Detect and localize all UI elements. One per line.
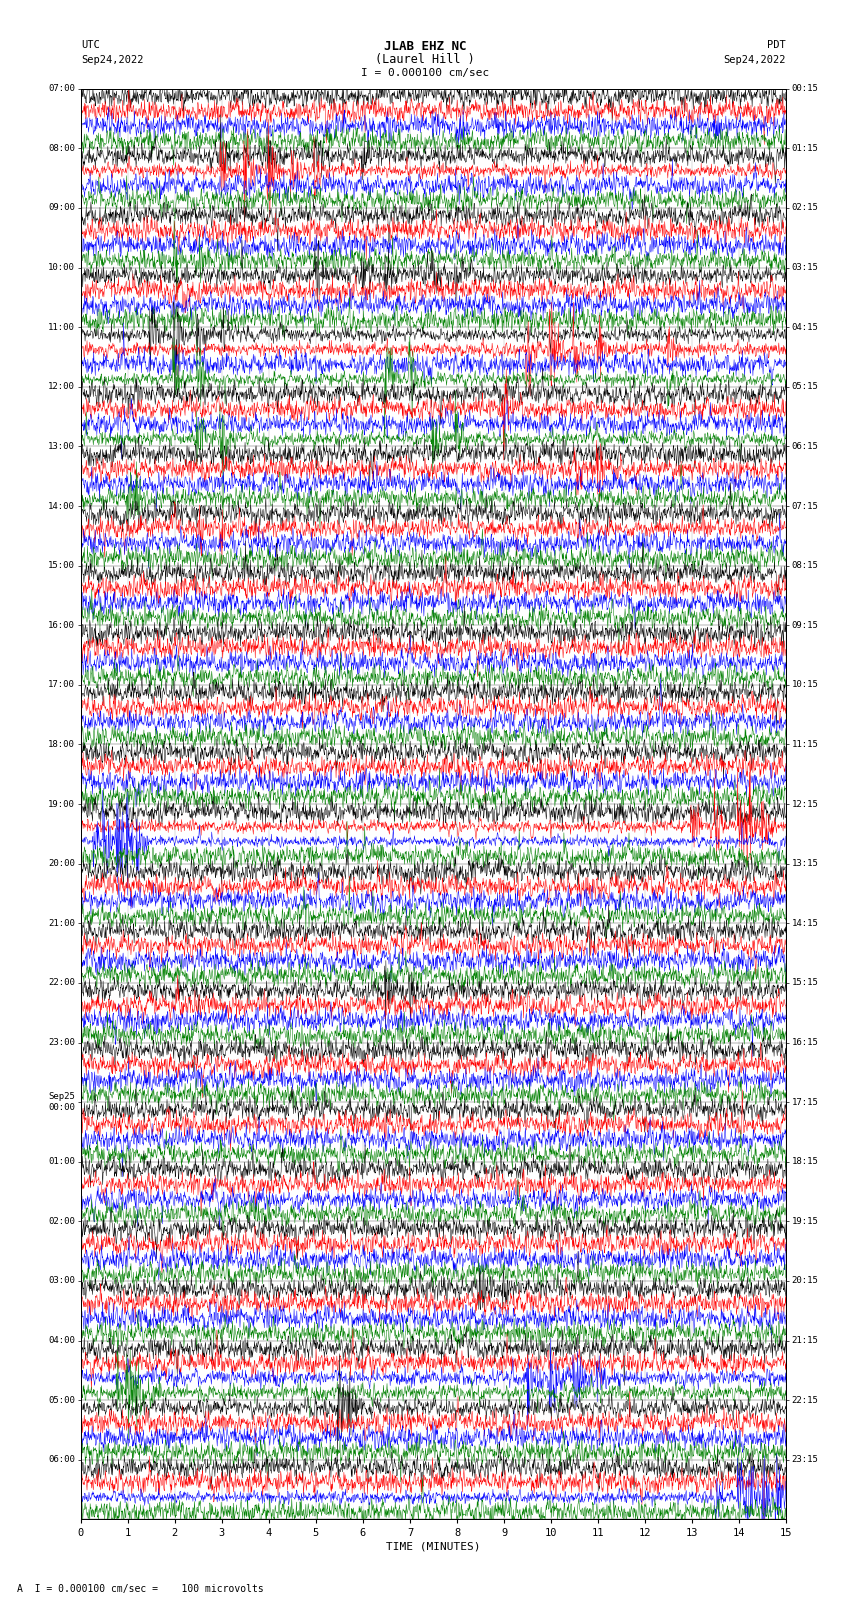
Text: PDT: PDT <box>768 40 786 50</box>
X-axis label: TIME (MINUTES): TIME (MINUTES) <box>386 1542 481 1552</box>
Text: Sep24,2022: Sep24,2022 <box>81 55 144 65</box>
Text: JLAB EHZ NC: JLAB EHZ NC <box>383 40 467 53</box>
Text: Sep24,2022: Sep24,2022 <box>723 55 786 65</box>
Text: (Laurel Hill ): (Laurel Hill ) <box>375 53 475 66</box>
Text: A  I = 0.000100 cm/sec =    100 microvolts: A I = 0.000100 cm/sec = 100 microvolts <box>17 1584 264 1594</box>
Text: UTC: UTC <box>81 40 99 50</box>
Text: I = 0.000100 cm/sec: I = 0.000100 cm/sec <box>361 68 489 77</box>
